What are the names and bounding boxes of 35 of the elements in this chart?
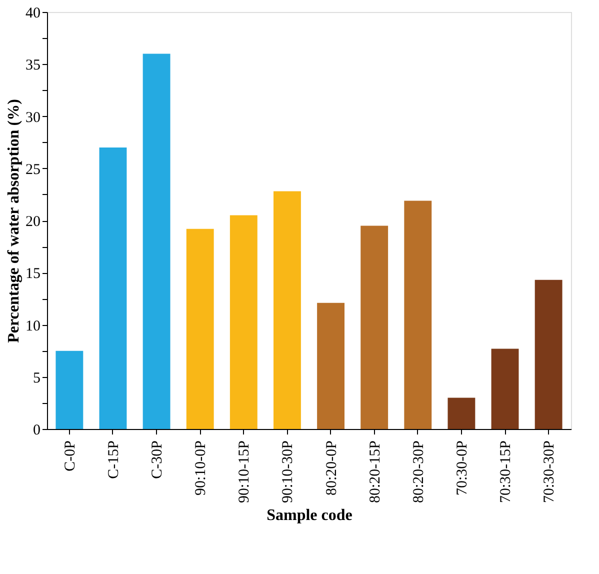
bar bbox=[56, 350, 84, 429]
x-tick-label: C-0P bbox=[62, 440, 78, 472]
x-tick-label: 90:10-15P bbox=[236, 440, 253, 504]
bar bbox=[360, 226, 388, 429]
x-tick-label: 70:30-30P bbox=[542, 440, 558, 504]
bar bbox=[186, 228, 214, 429]
x-tick-label: 90:10-30P bbox=[280, 440, 296, 504]
y-tick-label: 40 bbox=[26, 6, 40, 22]
x-tick-label: 90:10-0P bbox=[193, 440, 210, 496]
y-tick-label: 15 bbox=[26, 266, 40, 282]
bar bbox=[99, 148, 127, 429]
y-tick-label: 0 bbox=[33, 422, 40, 438]
x-tick-label: C-15P bbox=[106, 440, 122, 479]
x-tick-label: 70:30-0P bbox=[454, 440, 470, 496]
bar bbox=[230, 215, 258, 429]
bar bbox=[534, 280, 562, 429]
bar bbox=[317, 302, 344, 429]
y-axis-title: Percentage of water absorption (%) bbox=[6, 99, 22, 343]
bar bbox=[274, 191, 301, 429]
bar bbox=[404, 200, 432, 429]
bar bbox=[491, 348, 519, 429]
y-tick-label: 35 bbox=[26, 58, 40, 74]
bar bbox=[142, 54, 170, 429]
y-tick-label: 25 bbox=[26, 162, 40, 178]
y-tick-label: 20 bbox=[26, 214, 40, 230]
y-tick-label: 5 bbox=[33, 370, 40, 386]
x-tick-label: 80:20-30P bbox=[410, 440, 427, 504]
x-tick-label: C-30P bbox=[150, 440, 166, 479]
bar bbox=[448, 398, 476, 429]
y-tick-label: 10 bbox=[26, 318, 40, 334]
y-tick-label: 30 bbox=[26, 110, 40, 126]
x-tick-label: 70:30-15P bbox=[498, 440, 514, 504]
x-tick-label: 80:20-0P bbox=[324, 440, 340, 496]
x-tick-label: 80:20-15P bbox=[367, 440, 384, 504]
x-axis-title: Sample code bbox=[266, 507, 352, 524]
